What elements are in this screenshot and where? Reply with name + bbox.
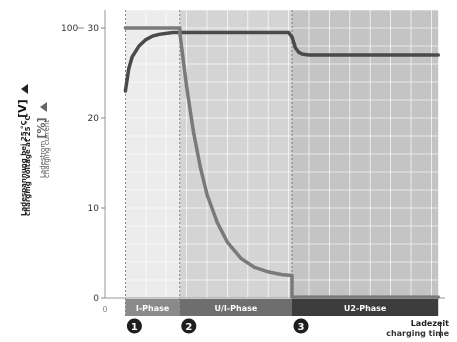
x-axis-label: Ladezeit charging time [386,319,449,339]
phase-bar-2 [179,299,292,316]
phase-bar-3 [292,299,439,316]
y-tick-label: 20 [88,114,100,124]
phase-label-3: U2-Phase [344,304,387,313]
x-axis-label-en: charging time [386,329,449,338]
triangle-up-icon [20,83,28,94]
x-axis-label-de: Ladezeit [410,319,449,328]
phase-label-2: U/I-Phase [214,304,257,313]
phase-marker-1 [126,318,142,334]
y-tick-label: 10 [88,204,100,214]
phase-marker-number-1: 1 [131,322,138,333]
phase-marker-number-2: 2 [185,322,192,333]
phase-bars: I-Phase U/I-Phase U2-Phase [125,299,439,316]
y-tick-label: 30 [88,24,100,34]
y-axis-voltage-label-en: charging voltage at 25 °C [24,115,32,216]
x-zero-label: 0 [102,305,107,314]
phase-marker-2 [181,318,197,334]
y-axis-current-label-en: charging current [43,119,51,178]
current-tick-label: 100 [61,24,78,34]
data-series [123,26,440,299]
triangle-up-icon [39,102,47,113]
voltage-curve [123,30,440,93]
phase-dividers [125,10,293,318]
grid [104,9,439,299]
phase-markers: 1 2 3 [126,318,309,334]
phase-label-1: I-Phase [136,304,170,313]
phase-bar-1 [125,299,180,316]
current-curve [123,26,440,299]
y-tick-label: 0 [93,294,99,304]
phase-marker-number-3: 3 [298,322,305,333]
x-axis-end-tick [440,322,441,338]
phase-marker-3 [293,318,309,334]
